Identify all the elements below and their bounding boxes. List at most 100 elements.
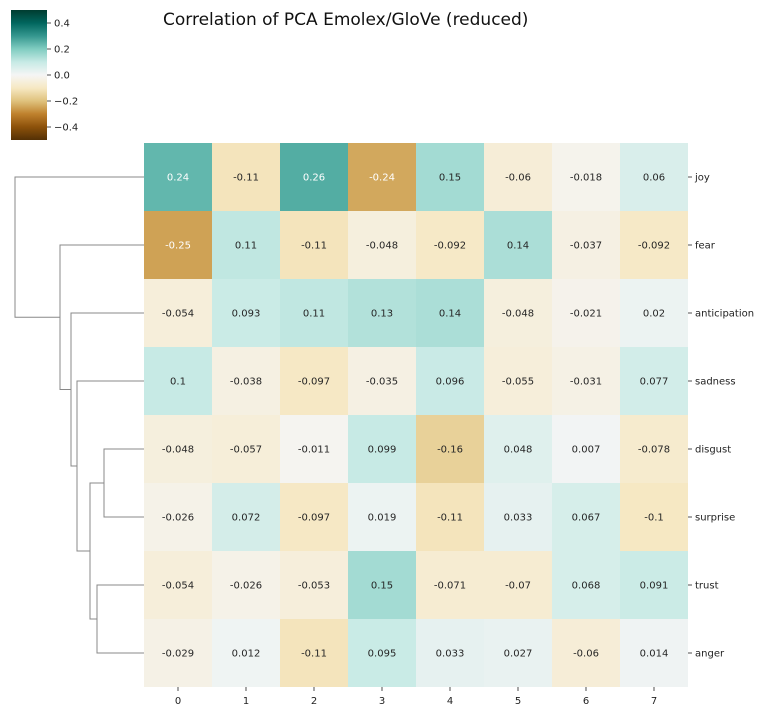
cell-value-label: -0.055 — [502, 377, 534, 388]
cell-value-label: -0.054 — [162, 309, 194, 320]
cell-value-label: 0.096 — [436, 377, 465, 388]
heatmap-cell — [552, 143, 620, 211]
heatmap-cell — [348, 279, 416, 347]
cell-value-label: 0.099 — [368, 445, 397, 456]
cell-value-label: -0.097 — [298, 377, 330, 388]
cell-value-label: -0.097 — [298, 513, 330, 524]
cell-value-label: 0.15 — [439, 173, 461, 184]
heatmap-cell — [552, 347, 620, 415]
cell-value-label: 0.048 — [504, 445, 533, 456]
chart-title: Correlation of PCA Emolex/GloVe (reduced… — [163, 10, 528, 30]
heatmap-cell — [280, 619, 348, 687]
cell-value-label: 0.012 — [232, 649, 261, 660]
y-tick-label: joy — [694, 173, 710, 184]
heatmap-cell — [416, 483, 484, 551]
heatmap-cell — [552, 619, 620, 687]
heatmap-cell — [280, 279, 348, 347]
cell-value-label: -0.24 — [369, 173, 395, 184]
cell-value-label: 0.15 — [371, 581, 393, 592]
cell-value-label: 0.033 — [436, 649, 465, 660]
heatmap-cell — [212, 619, 280, 687]
cell-value-label: 0.24 — [167, 173, 189, 184]
cell-value-label: -0.11 — [233, 173, 259, 184]
cell-value-label: -0.11 — [437, 513, 463, 524]
heatmap-cell — [212, 279, 280, 347]
cell-value-label: 0.095 — [368, 649, 397, 660]
cell-value-label: -0.16 — [437, 445, 463, 456]
cell-value-label: -0.021 — [570, 309, 602, 320]
heatmap-cell — [212, 551, 280, 619]
dendrogram-link — [59, 244, 144, 390]
cell-value-label: -0.048 — [502, 309, 534, 320]
x-tick-label: 3 — [379, 696, 385, 707]
dendrogram-link — [76, 380, 144, 552]
heatmap-cell — [144, 347, 212, 415]
cell-value-label: -0.026 — [162, 513, 194, 524]
heatmap-cell — [348, 483, 416, 551]
heatmap-cell — [348, 143, 416, 211]
heatmap-cell — [416, 211, 484, 279]
colorbar-tick-label: −0.2 — [54, 97, 78, 108]
cell-value-label: 0.068 — [572, 581, 601, 592]
cell-value-label: -0.11 — [301, 241, 327, 252]
heatmap-cell — [144, 551, 212, 619]
colorbar-tick-label: 0.4 — [54, 19, 70, 30]
cell-value-label: 0.1 — [170, 377, 186, 388]
x-tick-label: 0 — [175, 696, 181, 707]
cell-value-label: 0.11 — [235, 241, 257, 252]
heatmap-cell — [484, 347, 552, 415]
cell-value-label: -0.048 — [162, 445, 194, 456]
cell-value-label: 0.14 — [439, 309, 461, 320]
cell-value-label: 0.11 — [303, 309, 325, 320]
cell-value-label: 0.02 — [643, 309, 665, 320]
heatmap-cell — [620, 279, 688, 347]
heatmap-cell — [348, 551, 416, 619]
heatmap-cell — [348, 619, 416, 687]
heatmap-cell — [212, 415, 280, 483]
heatmap-cell — [416, 551, 484, 619]
cell-value-label: 0.13 — [371, 309, 393, 320]
cell-value-label: -0.037 — [570, 241, 602, 252]
colorbar-tick-label: 0.2 — [54, 45, 70, 56]
heatmap-cell — [620, 347, 688, 415]
heatmap-cell — [484, 143, 552, 211]
cell-value-label: 0.067 — [572, 513, 601, 524]
cell-value-label: -0.018 — [570, 173, 602, 184]
dendrogram-link — [96, 584, 144, 654]
cell-value-label: -0.057 — [230, 445, 262, 456]
heatmap-cell — [280, 415, 348, 483]
heatmap-cell — [212, 483, 280, 551]
heatmap-cell — [348, 415, 416, 483]
heatmap-cell — [620, 551, 688, 619]
heatmap-cell — [552, 211, 620, 279]
heatmap-cell — [484, 551, 552, 619]
heatmap-cell — [144, 279, 212, 347]
heatmap-cell — [620, 211, 688, 279]
x-tick-label: 1 — [243, 696, 249, 707]
cell-value-label: -0.048 — [366, 241, 398, 252]
cell-value-label: 0.093 — [232, 309, 261, 320]
heatmap-cell — [484, 211, 552, 279]
y-tick-label: disgust — [695, 445, 731, 456]
x-tick-label: 5 — [515, 696, 521, 707]
cell-value-label: -0.011 — [298, 445, 330, 456]
cell-value-label: -0.071 — [434, 581, 466, 592]
heatmap-cell — [484, 619, 552, 687]
cell-value-label: 0.14 — [507, 241, 529, 252]
heatmap-cell — [280, 483, 348, 551]
heatmap-cell — [144, 143, 212, 211]
cell-value-label: -0.06 — [573, 649, 599, 660]
heatmap-cell — [144, 619, 212, 687]
dendrogram-link — [103, 448, 144, 518]
heatmap-cell — [144, 483, 212, 551]
cell-value-label: -0.092 — [434, 241, 466, 252]
heatmap-cell — [416, 279, 484, 347]
heatmap-cell — [280, 211, 348, 279]
colorbar: 0.4 0.2 0.0 −0.2 −0.4 — [11, 10, 78, 140]
cell-value-label: 0.033 — [504, 513, 533, 524]
heatmap-cell — [552, 551, 620, 619]
cell-value-label: -0.092 — [638, 241, 670, 252]
heatmap-cell — [484, 415, 552, 483]
heatmap-cell — [348, 211, 416, 279]
